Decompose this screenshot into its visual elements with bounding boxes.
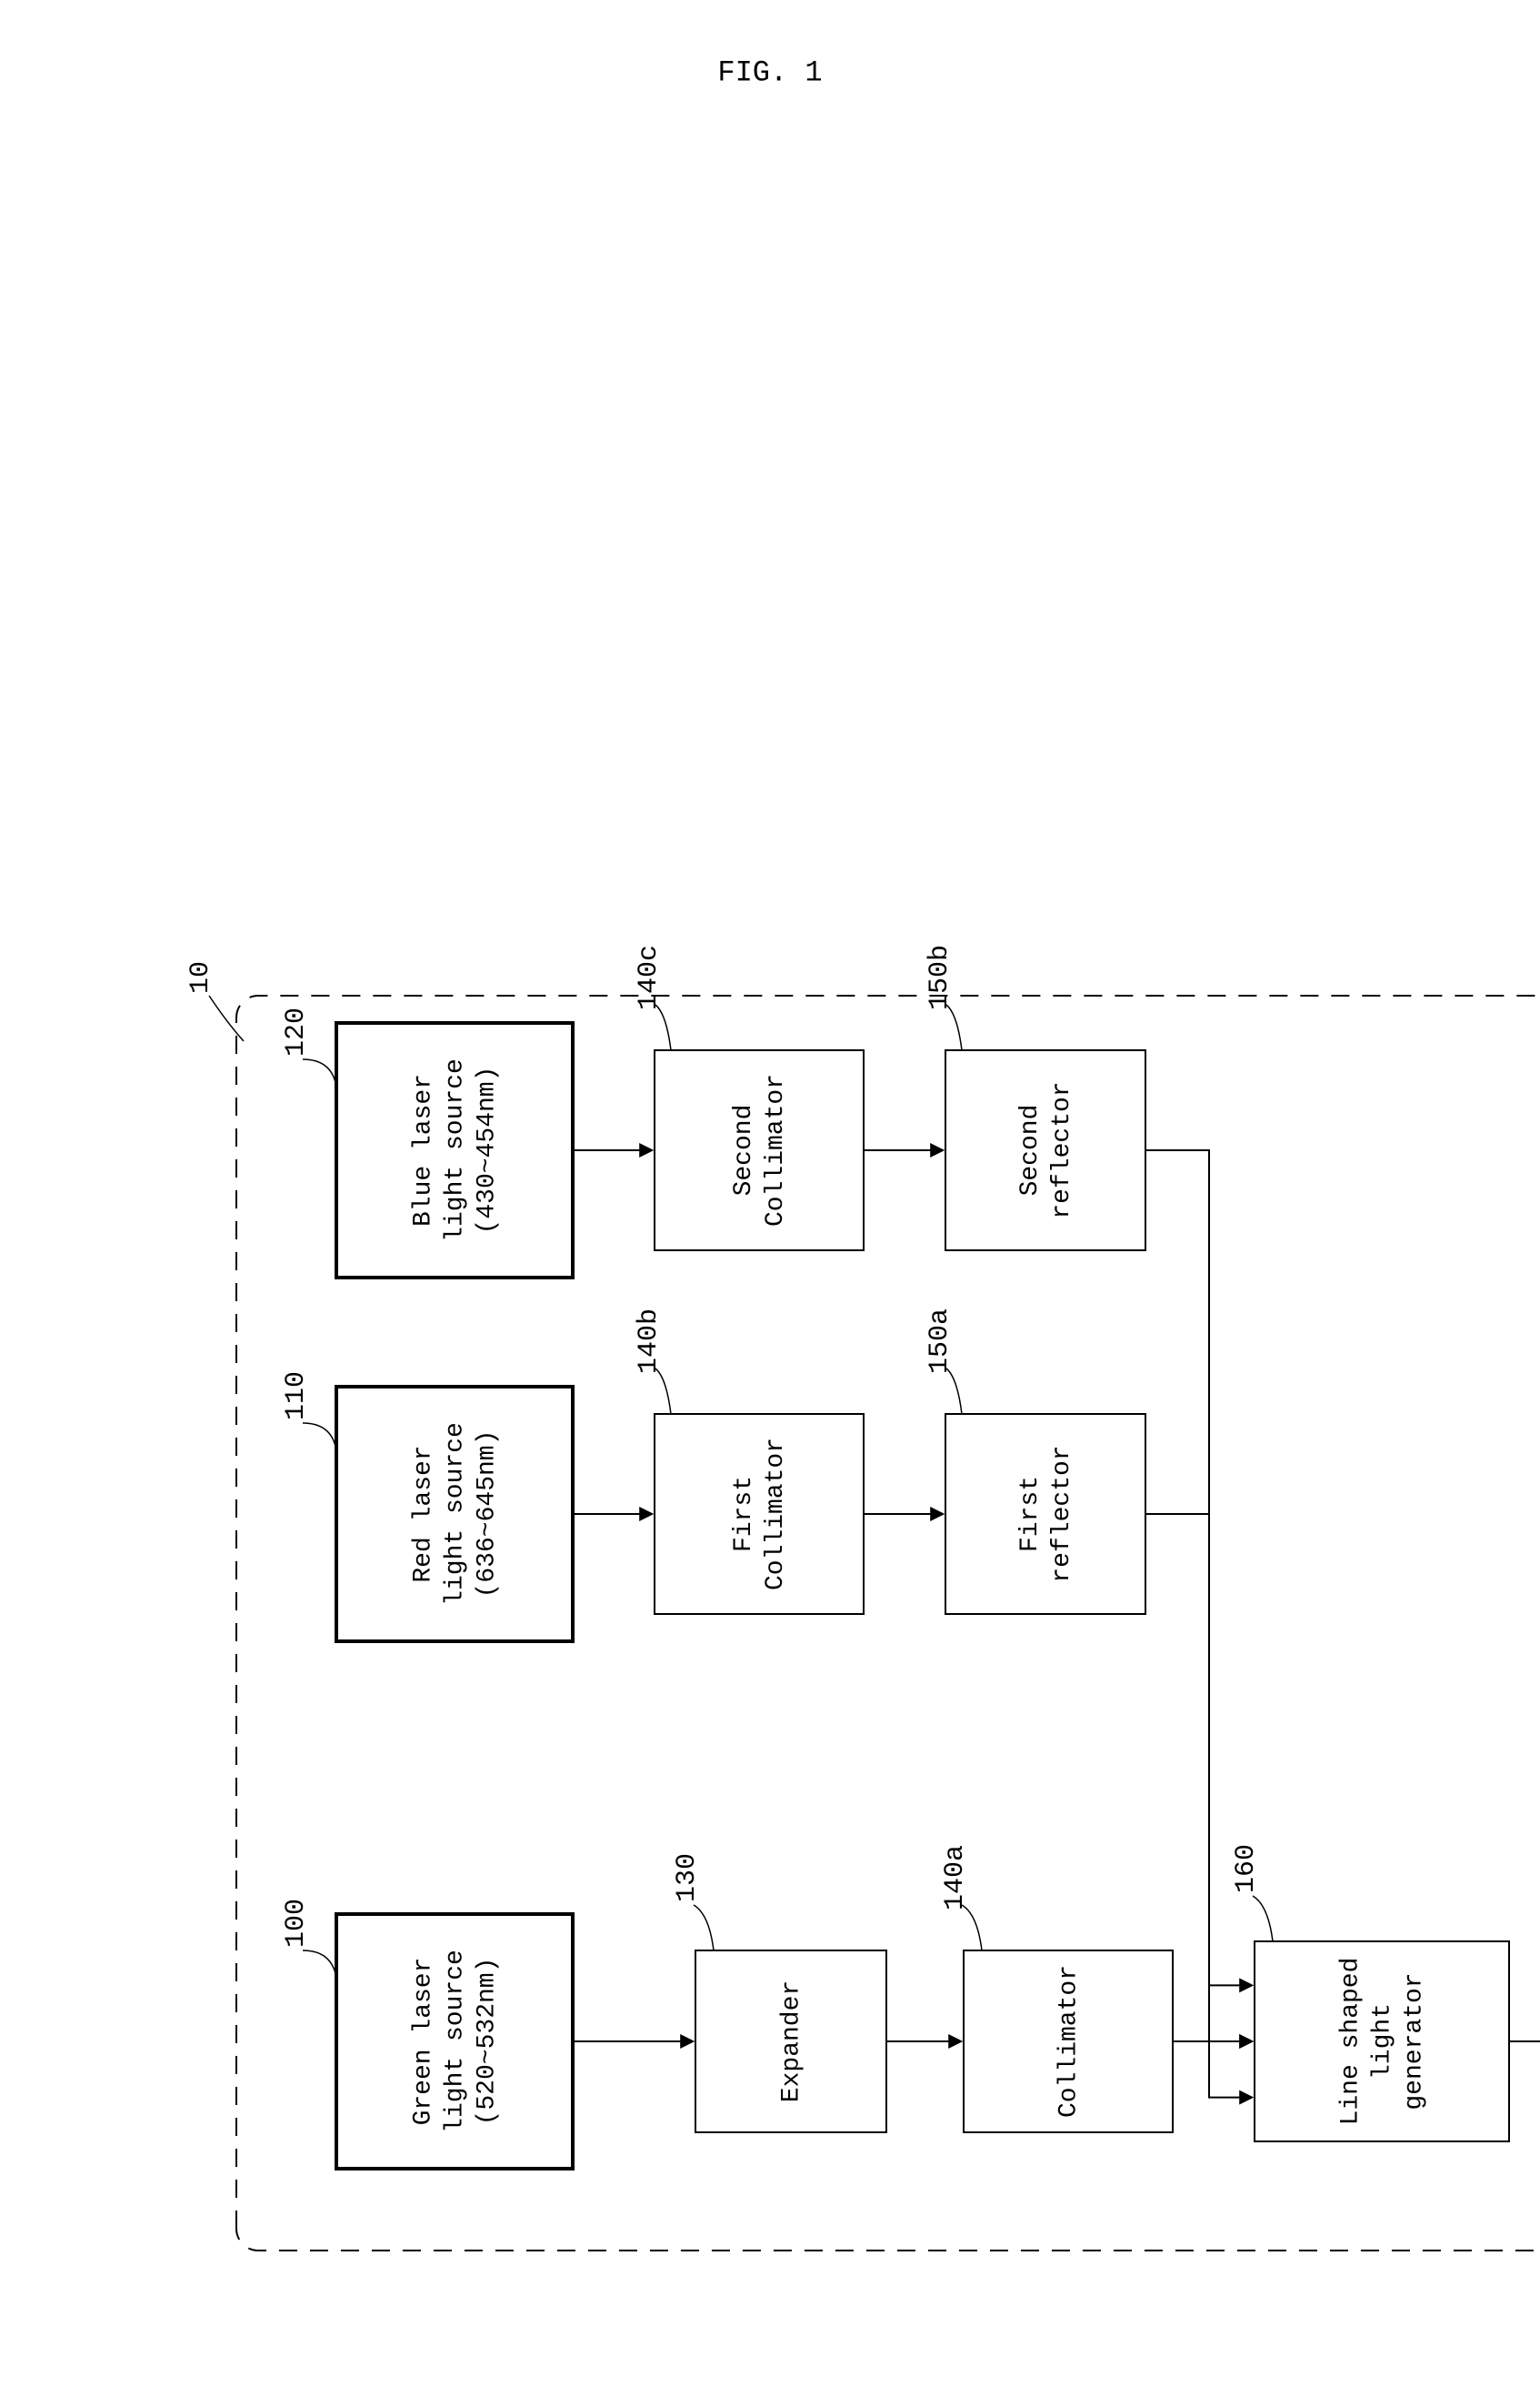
refl_b-block [945, 1050, 1145, 1250]
line_gen-label-1: light [1368, 2003, 1396, 2080]
svg-text:150b: 150b [925, 945, 955, 1010]
svg-text:140a: 140a [940, 1845, 971, 1910]
coll_c-label-1: Collimator [762, 1074, 790, 1227]
figure-caption: FIG. 1 [717, 55, 822, 89]
arrow-coll_a-line_gen [1173, 2041, 1251, 2098]
refl_a-label-0: First [1016, 1476, 1045, 1552]
refl_b-label-1: reflector [1048, 1081, 1076, 1218]
svg-text:110: 110 [281, 1371, 312, 1420]
svg-text:120: 120 [281, 1008, 312, 1057]
coll_c-block [655, 1050, 864, 1250]
red-label-0: Red laser [409, 1445, 437, 1582]
blue-label-2: (430~454nm) [473, 1067, 501, 1235]
green-label-1: light source [441, 1950, 469, 2133]
svg-text:130: 130 [672, 1853, 703, 1902]
green-label-2: (520~532nm) [473, 1958, 501, 2126]
refl_a-block [945, 1414, 1145, 1614]
svg-text:160: 160 [1231, 1844, 1262, 1893]
green-label-0: Green laser [409, 1958, 437, 2126]
expander-label-0: Expander [777, 1980, 805, 2102]
svg-text:10: 10 [185, 961, 216, 994]
line_gen-label-0: Line shaped [1336, 1958, 1365, 2126]
svg-text:140c: 140c [634, 945, 665, 1010]
coll_b-label-1: Collimator [762, 1438, 790, 1590]
line_gen-label-2: generator [1400, 1972, 1428, 2110]
refl_a-label-1: reflector [1048, 1445, 1076, 1582]
svg-text:140b: 140b [634, 1308, 665, 1374]
coll_c-label-0: Second [730, 1105, 758, 1197]
red-label-1: light source [441, 1422, 469, 1606]
refl_b-label-0: Second [1016, 1105, 1045, 1197]
coll_a-label-0: Collimator [1055, 1965, 1083, 2118]
blue-label-1: light source [441, 1058, 469, 1242]
red-label-2: (636~645nm) [473, 1430, 501, 1599]
svg-text:100: 100 [281, 1899, 312, 1948]
coll_b-block [655, 1414, 864, 1614]
coll_b-label-0: First [730, 1476, 758, 1552]
blue-label-0: Blue laser [409, 1074, 437, 1227]
svg-text:150a: 150a [925, 1308, 955, 1374]
